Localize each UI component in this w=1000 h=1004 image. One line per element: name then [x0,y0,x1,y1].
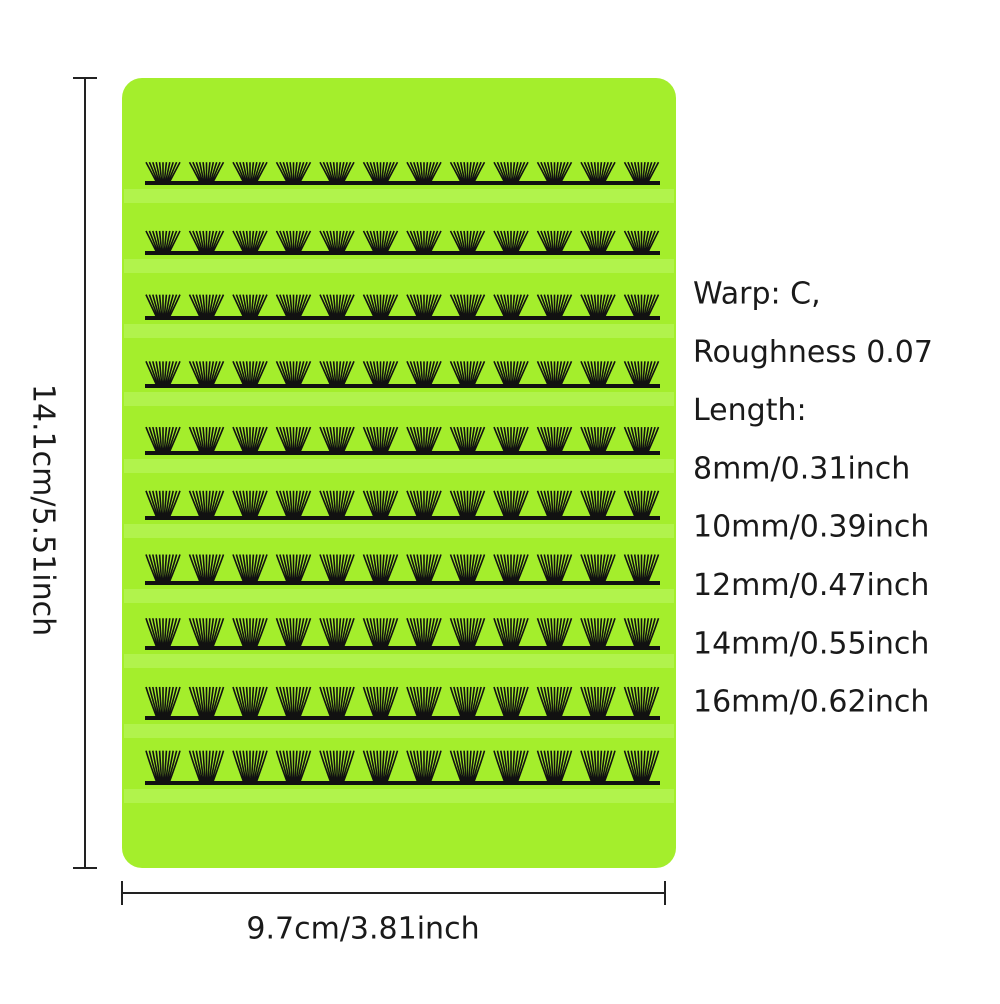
lash-band [145,384,660,388]
tray-ridge [124,789,674,803]
spec-line: 10mm/0.39inch [693,510,929,545]
width-dimension [121,881,666,905]
lash-row [145,361,660,387]
lash-row [145,230,660,254]
lash-band [145,181,660,185]
lash-band [145,781,660,785]
height-label: 14.1cm/5.51inch [26,384,61,636]
lash-row [145,426,660,454]
tray-ridge [124,189,674,203]
lash-row [145,686,660,719]
spec-line: 14mm/0.55inch [693,626,929,661]
lash-band [145,581,660,585]
spec-line: 8mm/0.31inch [693,451,910,486]
spec-line: Roughness 0.07 [693,335,933,370]
lash-band [145,516,660,520]
lash-band [145,716,660,720]
spec-line: 16mm/0.62inch [693,685,929,720]
lash-row [145,617,660,649]
spec-list: Warp: C, Roughness 0.07 Length: 8mm/0.31inc… [693,277,933,720]
tray-ridge [124,589,674,603]
lash-row [145,490,660,519]
lash-row [145,554,660,584]
lash-row [145,750,660,784]
lash-row [145,294,660,319]
lash-rows [145,161,660,785]
tray-ridge [124,259,674,273]
lash-band [145,316,660,320]
height-dimension [73,77,97,869]
width-label: 9.7cm/3.81inch [246,912,479,947]
lash-band [145,251,660,255]
spec-line: 12mm/0.47inch [693,568,929,603]
tray-ridge [124,392,674,406]
tray-ridge [124,524,674,538]
tray-ridge [124,654,674,668]
tray-ridge [124,324,674,338]
tray-ridge [124,724,674,738]
lash-band [145,451,660,455]
tray-ridges [124,189,674,803]
spec-line: Length: [693,393,807,428]
lash-row [145,161,660,184]
lash-band [145,646,660,650]
tray-ridge [124,459,674,473]
spec-line: Warp: C, [693,277,821,312]
